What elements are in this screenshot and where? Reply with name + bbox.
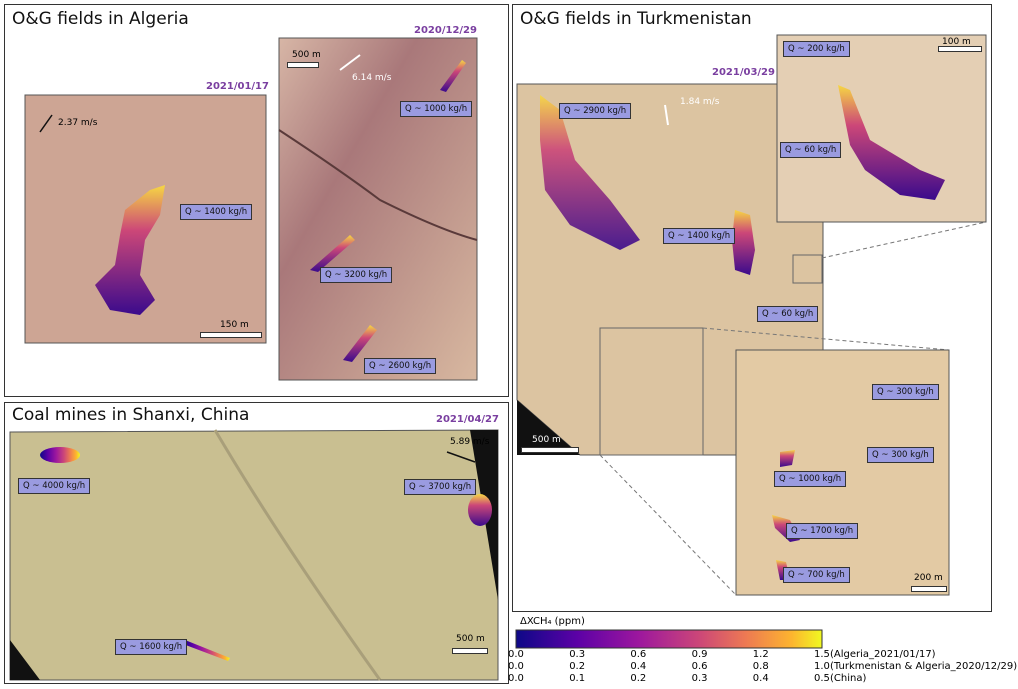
- plume: [732, 210, 755, 275]
- plume: [468, 494, 492, 526]
- scale-bar: [287, 62, 319, 68]
- plume: [343, 325, 377, 362]
- emission-label: Q ~ 1400 kg/h: [663, 228, 736, 244]
- colorbar-tick-label: 0.0: [508, 673, 524, 684]
- panel-title: Coal mines in Shanxi, China: [12, 405, 250, 425]
- emission-label: Q ~ 3700 kg/h: [404, 479, 477, 495]
- emission-label: Q ~ 60 kg/h: [780, 142, 842, 158]
- image-shanxi: [9, 429, 499, 681]
- plume: [310, 235, 355, 272]
- panel-title: O&G fields in Algeria: [12, 9, 189, 29]
- colorbar-tick-label: 0.6: [630, 649, 647, 660]
- wind-arrow: [339, 54, 361, 71]
- plume: [540, 95, 640, 250]
- panel-turkmenistan: [512, 4, 992, 612]
- date: 2021/04/27: [436, 414, 499, 425]
- colorbar-tick-label: 0.4: [752, 673, 769, 684]
- colorbar-tick-label: 0.1: [569, 673, 586, 684]
- scale-label: 500 m: [532, 435, 561, 445]
- date: 2021/03/29: [712, 67, 775, 78]
- date: 2020/12/29: [414, 25, 477, 36]
- emission-label: Q ~ 2600 kg/h: [364, 358, 437, 374]
- plume: [440, 60, 466, 92]
- road: [278, 129, 478, 241]
- emission-label: Q ~ 1700 kg/h: [786, 523, 859, 539]
- colorbar-row-label: (Turkmenistan & Algeria_2020/12/29): [830, 661, 1018, 672]
- no-data: [517, 400, 580, 455]
- date: 2021/01/17: [206, 81, 269, 92]
- emission-label: Q ~ 1000 kg/h: [774, 471, 847, 487]
- colorbar-tick-label: 0.3: [569, 649, 586, 660]
- plume: [780, 450, 795, 467]
- plume: [95, 185, 165, 315]
- emission-label: Q ~ 1400 kg/h: [180, 204, 253, 220]
- scale-label: 500 m: [292, 50, 321, 60]
- colorbar-tick-label: 1.0: [814, 661, 830, 672]
- colorbar-tick-label: 0.8: [752, 661, 769, 672]
- colorbar-tick-label: 0.0: [508, 649, 524, 660]
- emission-label: Q ~ 1000 kg/h: [400, 101, 473, 117]
- connector: [702, 327, 950, 351]
- colorbar-row-label: (China): [830, 673, 867, 684]
- colorbar-row-label: (Algeria_2021/01/17): [830, 649, 936, 660]
- connector: [599, 454, 737, 596]
- panel-shanxi: [4, 402, 509, 684]
- scale-label: 500 m: [456, 634, 485, 644]
- image-algeria-right: [278, 37, 478, 381]
- scale-bar: [452, 648, 488, 654]
- inset-frame: [599, 327, 704, 456]
- road: [213, 429, 382, 681]
- colorbar-tick-label: 0.4: [630, 661, 647, 672]
- colorbar-tick-label: 0.2: [569, 661, 586, 672]
- colorbar-tick-label: 1.5: [814, 649, 830, 660]
- wind-arrow: [39, 114, 53, 133]
- colorbar-tick-label: 0.5: [814, 673, 830, 684]
- scale-bar: [521, 447, 579, 453]
- emission-label: Q ~ 4000 kg/h: [18, 478, 91, 494]
- plume: [838, 85, 945, 200]
- colorbar: [515, 629, 823, 649]
- colorbar-tick-label: 0.2: [630, 673, 647, 684]
- wind-speed: 2.37 m/s: [58, 118, 98, 128]
- emission-label: Q ~ 1600 kg/h: [115, 639, 188, 655]
- colorbar-tick-label: 0.9: [691, 649, 708, 660]
- emission-label: Q ~ 3200 kg/h: [320, 267, 393, 283]
- emission-label: Q ~ 200 kg/h: [783, 41, 850, 57]
- scale-bar: [200, 332, 262, 338]
- scale-label: 150 m: [220, 320, 249, 330]
- colorbar-tick-label: 0.6: [691, 661, 708, 672]
- panel-title: O&G fields in Turkmenistan: [520, 9, 752, 29]
- emission-label: Q ~ 700 kg/h: [783, 567, 850, 583]
- inset-frame: [792, 254, 823, 284]
- colorbar-tick-label: 0.3: [691, 673, 708, 684]
- emission-label: Q ~ 300 kg/h: [867, 447, 934, 463]
- wind-arrow: [446, 451, 476, 463]
- plume: [183, 640, 230, 661]
- panel-algeria: [4, 4, 509, 397]
- emission-label: Q ~ 2900 kg/h: [559, 103, 632, 119]
- scale-bar: [938, 46, 982, 52]
- scale-label: 200 m: [914, 573, 943, 583]
- wind-speed: 6.14 m/s: [352, 73, 392, 83]
- colorbar-tick-label: 0.0: [508, 661, 524, 672]
- plume: [40, 447, 80, 463]
- colorbar-title: ΔXCH₄ (ppm): [520, 616, 585, 627]
- emission-label: Q ~ 60 kg/h: [757, 306, 819, 322]
- emission-label: Q ~ 300 kg/h: [872, 384, 939, 400]
- colorbar-tick-label: 1.2: [752, 649, 769, 660]
- scale-bar: [911, 586, 947, 592]
- wind-speed: 5.89 m/s: [450, 437, 490, 447]
- wind-arrow: [664, 104, 669, 126]
- wind-speed: 1.84 m/s: [680, 97, 720, 107]
- scale-label: 100 m: [942, 37, 971, 47]
- inset-top: [776, 34, 987, 223]
